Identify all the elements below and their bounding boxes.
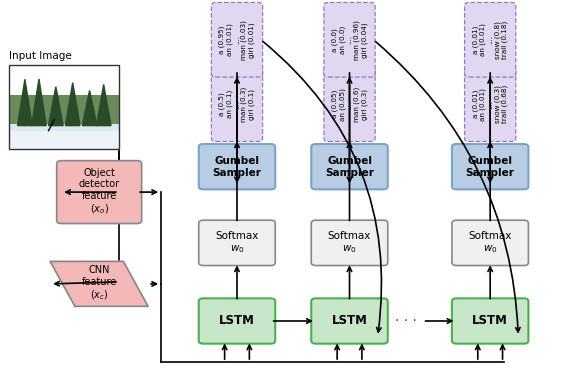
Bar [9,65,119,149]
Polygon shape [82,93,97,125]
Text: Object
detector
feature
$(x_o)$: Object detector feature $(x_o)$ [78,168,120,216]
FancyBboxPatch shape [199,220,275,265]
Text: Gumbel
Sampler: Gumbel Sampler [466,156,514,178]
FancyBboxPatch shape [311,144,388,189]
FancyBboxPatch shape [212,2,263,77]
Polygon shape [96,85,111,125]
FancyBboxPatch shape [56,161,142,223]
Text: a (0.0)
an (0.0)
....
man (0.96)
girl (0.04): a (0.0) an (0.0) .... man (0.96) girl (0… [332,20,368,60]
FancyBboxPatch shape [465,2,515,77]
FancyBboxPatch shape [452,220,528,265]
Polygon shape [17,94,32,125]
Text: Input Image: Input Image [9,51,72,61]
Text: a (0.5)
an (0.1)
....
man (0.3)
girl (0.1): a (0.5) an (0.1) .... man (0.3) girl (0.… [219,87,255,122]
FancyBboxPatch shape [212,67,263,142]
Text: LSTM: LSTM [332,314,368,327]
Text: Softmax
$w_0$: Softmax $w_0$ [215,231,259,254]
Text: Softmax
$w_0$: Softmax $w_0$ [469,231,512,254]
FancyBboxPatch shape [311,298,388,344]
Text: Softmax
$w_0$: Softmax $w_0$ [328,231,371,254]
Text: a (0.01)
an (0.01)
....
snow (0.3)
trail (0.68): a (0.01) an (0.01) .... snow (0.3) trail… [472,85,508,123]
Text: Gumbel
Sampler: Gumbel Sampler [213,156,262,178]
FancyBboxPatch shape [324,67,375,142]
FancyArrowPatch shape [376,42,520,332]
FancyBboxPatch shape [199,298,275,344]
Text: · · ·: · · · [395,314,417,328]
Bar [9,103,119,149]
Text: CNN
feature
$(x_c)$: CNN feature $(x_c)$ [82,265,117,303]
Bar [9,124,119,149]
Text: Gumbel
Sampler: Gumbel Sampler [325,156,374,178]
FancyBboxPatch shape [311,220,388,265]
Polygon shape [32,83,46,125]
Bar [9,94,119,124]
Text: a (0.01)
an (0.01)
....
snow (0.8)
trail (0.18): a (0.01) an (0.01) .... snow (0.8) trail… [472,21,508,59]
Text: LSTM: LSTM [472,314,508,327]
Text: LSTM: LSTM [219,314,255,327]
FancyBboxPatch shape [452,144,528,189]
Text: a (0.05)
an (0.05)
....
man (0.6)
girl (0.3): a (0.05) an (0.05) .... man (0.6) girl (… [332,87,368,122]
FancyArrowPatch shape [263,42,381,332]
FancyBboxPatch shape [199,144,275,189]
Text: a (0.95)
an (0.01)
....
man (0.03)
girl (0.01): a (0.95) an (0.01) .... man (0.03) girl … [219,20,255,60]
Polygon shape [65,88,80,125]
FancyBboxPatch shape [324,2,375,77]
FancyBboxPatch shape [452,298,528,344]
Polygon shape [50,261,148,306]
Polygon shape [49,82,63,125]
FancyBboxPatch shape [465,67,515,142]
